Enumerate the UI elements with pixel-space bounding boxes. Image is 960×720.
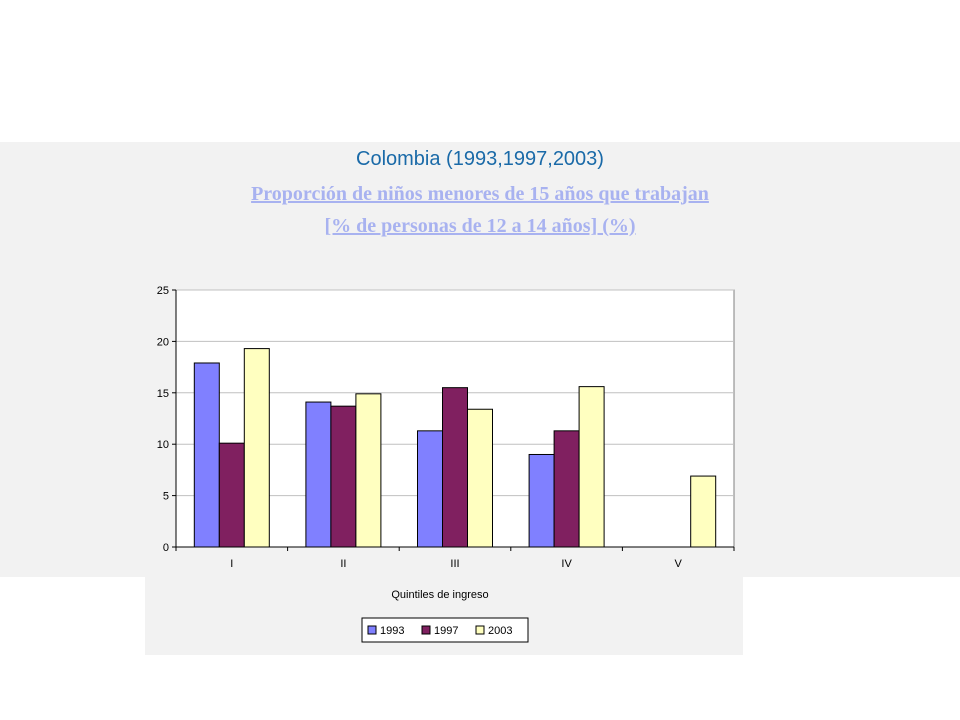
bar-2003-IV [578, 386, 605, 548]
x-tick-label: IV [561, 558, 572, 570]
y-tick-label: 25 [157, 285, 169, 297]
y-tick-label: 5 [163, 491, 169, 503]
legend-swatch-2003 [475, 625, 485, 635]
bar-1993-III [417, 430, 443, 548]
bar-2003-III [467, 408, 493, 548]
indicator-link-line1[interactable]: Proporción de niños menores de 15 años q… [251, 183, 709, 205]
x-tick-label: V [675, 558, 683, 570]
bar-2003-II [355, 393, 382, 548]
y-tick-label: 0 [163, 542, 169, 554]
x-tick-label: III [450, 558, 459, 570]
bar-1993-II [305, 401, 332, 548]
legend-swatch-1997 [421, 625, 431, 635]
y-tick-label: 10 [157, 439, 169, 451]
y-tick-label: 15 [157, 388, 169, 400]
bar-2003-I [243, 348, 270, 548]
y-tick-label: 20 [157, 336, 169, 348]
legend-label-1993: 1993 [380, 625, 404, 637]
legend-label-2003: 2003 [488, 625, 512, 637]
bar-1993-I [193, 362, 220, 548]
x-axis-label: Quintiles de ingreso [391, 589, 488, 601]
bar-1997-II [330, 405, 357, 548]
x-tick-label: II [340, 558, 346, 570]
bar-1993-IV [528, 453, 555, 548]
x-tick-label: I [230, 558, 233, 570]
legend [361, 617, 529, 643]
legend-swatch-1993 [367, 625, 377, 635]
bar-1997-IV [553, 430, 580, 548]
legend-label-1997: 1997 [434, 625, 458, 637]
indicator-link-line2[interactable]: [% de personas de 12 a 14 años] (%) [324, 215, 636, 237]
slide-title: Colombia (1993,1997,2003) [356, 148, 604, 170]
bar-2003-V [690, 475, 717, 548]
bar-1997-I [218, 442, 245, 548]
bar-1997-III [442, 387, 468, 548]
